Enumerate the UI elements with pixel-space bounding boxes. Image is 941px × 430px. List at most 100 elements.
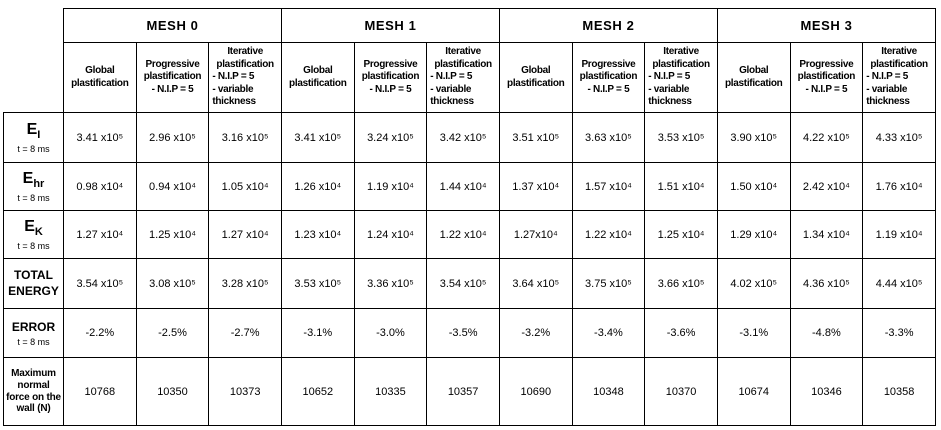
data-cell: 1.24 x10⁴ — [353, 210, 428, 259]
data-cell: 3.08 x10⁵ — [135, 258, 210, 309]
data-cell: 10346 — [789, 357, 864, 426]
data-cell: 4.22 x10⁵ — [789, 112, 864, 163]
method-header-iterative: Iterative plastification - N.I.P = 5 - v… — [644, 42, 718, 113]
data-cell: 4.44 x10⁵ — [862, 258, 936, 309]
method-line: - N.I.P = 5 — [648, 71, 691, 83]
method-line: - variable — [866, 83, 908, 95]
data-cell: 3.24 x10⁵ — [353, 112, 428, 163]
method-line: plastification — [216, 58, 274, 70]
data-cell: 3.41 x10⁵ — [280, 112, 355, 163]
method-line: Iterative — [881, 46, 917, 58]
method-header-global: Global plastification — [63, 42, 137, 113]
method-line: Iterative — [663, 46, 699, 58]
data-cell: 1.50 x10⁴ — [716, 162, 791, 211]
data-cell: -2.5% — [135, 308, 210, 358]
method-header-progressive: Progressive plastification - N.I.P = 5 — [135, 42, 210, 113]
method-line: - N.I.P = 5 — [369, 83, 412, 95]
data-cell: 3.64 x10⁵ — [498, 258, 573, 309]
data-cell: 0.94 x10⁴ — [135, 162, 210, 211]
data-cell: 4.33 x10⁵ — [862, 112, 936, 163]
method-line: plastification — [797, 71, 856, 83]
row-label-e-i: EI t = 8 ms — [3, 112, 64, 163]
method-line: Global — [521, 65, 551, 76]
row-label-sub: I — [37, 129, 41, 142]
mesh-header-0: MESH 0 — [63, 8, 282, 43]
data-cell: 3.36 x10⁵ — [353, 258, 428, 309]
method-line: - variable — [430, 83, 472, 95]
data-cell: 3.42 x10⁵ — [426, 112, 500, 163]
row-label-main: Maximum normal force on the wall (N) — [6, 367, 61, 415]
method-line: Iterative — [227, 46, 263, 58]
data-cell: -4.8% — [789, 308, 864, 358]
mesh-header-1: MESH 1 — [280, 8, 500, 43]
data-cell: 3.63 x10⁵ — [571, 112, 646, 163]
data-cell: 10358 — [862, 357, 936, 426]
data-cell: 10690 — [498, 357, 573, 426]
data-cell: 1.22 x10⁴ — [571, 210, 646, 259]
data-cell: -3.1% — [716, 308, 791, 358]
row-label-main: ERROR — [11, 319, 56, 334]
data-cell: 10373 — [208, 357, 282, 426]
method-line: Iterative — [445, 46, 481, 58]
data-cell: 4.02 x10⁵ — [716, 258, 791, 309]
method-line: Progressive — [363, 58, 418, 70]
method-line: plastification — [71, 77, 129, 89]
data-cell: 0.98 x10⁴ — [63, 162, 137, 211]
data-cell: 1.19 x10⁴ — [862, 210, 936, 259]
method-line: plastification — [361, 71, 420, 83]
results-table: MESH 0 MESH 1 MESH 2 MESH 3 Global plast… — [3, 8, 937, 426]
data-cell: 1.25 x10⁴ — [644, 210, 718, 259]
method-line: - N.I.P = 5 — [587, 83, 630, 95]
data-cell: -3.2% — [498, 308, 573, 358]
data-cell: 1.27 x10⁴ — [63, 210, 137, 259]
method-line: plastification — [507, 77, 565, 89]
data-cell: 1.29 x10⁴ — [716, 210, 791, 259]
method-line: plastification — [724, 77, 783, 89]
method-line: - N.I.P = 5 — [212, 71, 255, 83]
data-cell: 10350 — [135, 357, 210, 426]
method-line: plastification — [434, 58, 492, 70]
data-cell: 1.37 x10⁴ — [498, 162, 573, 211]
method-header-iterative: Iterative plastification - N.I.P = 5 - v… — [426, 42, 500, 113]
data-cell: 3.54 x10⁵ — [426, 258, 500, 309]
data-cell: 3.41 x10⁵ — [63, 112, 137, 163]
data-cell: 1.26 x10⁴ — [280, 162, 355, 211]
data-cell: 3.90 x10⁵ — [716, 112, 791, 163]
row-label-note: t = 8 ms — [17, 193, 50, 204]
method-header-global: Global plastification — [716, 42, 791, 113]
method-line: Global — [85, 65, 115, 76]
method-line: - N.I.P = 5 — [151, 83, 194, 95]
method-line: Global — [739, 65, 769, 76]
method-header-iterative: Iterative plastification - N.I.P = 5 - v… — [862, 42, 936, 113]
data-cell: 1.44 x10⁴ — [426, 162, 500, 211]
method-line: plastification — [870, 58, 928, 70]
data-cell: 1.27x10⁴ — [498, 210, 573, 259]
data-cell: 2.42 x10⁴ — [789, 162, 864, 211]
method-line: - variable — [648, 83, 690, 95]
data-cell: 3.53 x10⁵ — [644, 112, 718, 163]
data-cell: 10357 — [426, 357, 500, 426]
data-cell: -3.3% — [862, 308, 936, 358]
data-cell: 3.16 x10⁵ — [208, 112, 282, 163]
method-line: thickness — [430, 96, 474, 108]
method-line: - N.I.P = 5 — [866, 71, 909, 83]
data-cell: 2.96 x10⁵ — [135, 112, 210, 163]
row-label-note: t = 8 ms — [17, 241, 50, 252]
data-cell: 3.66 x10⁵ — [644, 258, 718, 309]
method-line: Progressive — [581, 58, 636, 70]
data-cell: 3.54 x10⁵ — [63, 258, 137, 309]
data-cell: 3.51 x10⁵ — [498, 112, 573, 163]
data-cell: 1.34 x10⁴ — [789, 210, 864, 259]
method-line: plastification — [289, 77, 347, 89]
method-line: plastification — [143, 71, 202, 83]
method-line: Global — [303, 65, 333, 76]
data-cell: -3.5% — [426, 308, 500, 358]
data-cell: 10674 — [716, 357, 791, 426]
row-label-error: ERROR t = 8 ms — [3, 308, 64, 358]
row-label-note: t = 8 ms — [17, 336, 50, 347]
data-cell: -3.1% — [280, 308, 355, 358]
mesh-header-3: MESH 3 — [716, 8, 937, 43]
row-label-e-hr: Ehr t = 8 ms — [3, 162, 64, 211]
method-line: Progressive — [145, 58, 200, 70]
